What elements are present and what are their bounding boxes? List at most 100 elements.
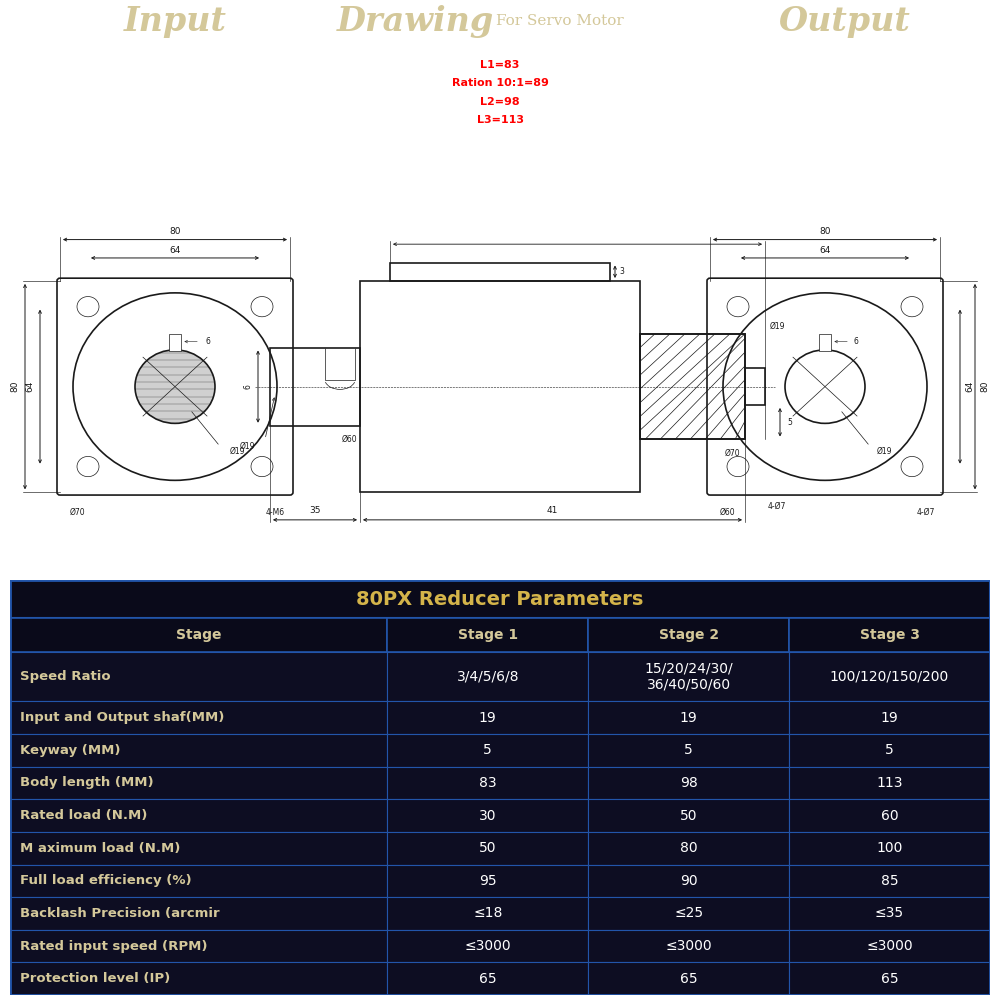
Text: Ø19: Ø19 [877,446,893,455]
Bar [10,701,387,734]
Text: 19: 19 [680,711,698,725]
Text: Protection level (IP): Protection level (IP) [20,972,170,985]
Text: 4-Ø7: 4-Ø7 [917,508,935,517]
Text: ≤3000: ≤3000 [464,939,511,953]
Text: Stage: Stage [176,628,221,642]
Bar [640,334,745,439]
Bar [588,734,789,767]
Bar [819,334,831,351]
Text: 113: 113 [876,776,903,790]
Text: L1=83: L1=83 [480,60,520,70]
Bar [387,897,588,930]
Text: Ø19: Ø19 [770,322,786,331]
Bar [387,767,588,799]
Text: 80: 80 [980,381,990,392]
Text: ≤3000: ≤3000 [665,939,712,953]
Text: Body length (MM): Body length (MM) [20,776,153,789]
Text: Input and Output shaf(MM): Input and Output shaf(MM) [20,711,224,724]
Text: Speed Ratio: Speed Ratio [20,670,110,683]
Bar [10,767,387,799]
Text: 5: 5 [788,418,792,427]
Bar [789,701,990,734]
Bar [789,897,990,930]
Text: 60: 60 [881,809,898,823]
Text: 80: 80 [680,841,697,855]
Text: 64: 64 [26,381,34,392]
Text: ≤35: ≤35 [875,906,904,920]
Bar [387,799,588,832]
Bar [360,281,640,492]
Text: 80: 80 [819,227,831,236]
Text: Backlash Precision (arcmir: Backlash Precision (arcmir [20,907,219,920]
Text: 41: 41 [547,506,558,515]
Text: Ø60: Ø60 [341,435,357,444]
Text: 80PX Reducer Parameters: 80PX Reducer Parameters [356,590,644,609]
Bar [387,995,588,1000]
Text: For Servo Motor: For Servo Motor [496,14,624,28]
Text: Stage 2: Stage 2 [659,628,719,642]
Text: 65: 65 [479,972,497,986]
Text: Rated load (N.M): Rated load (N.M) [20,809,147,822]
Text: 5: 5 [483,743,492,757]
Bar [588,767,789,799]
Bar [588,962,789,995]
Bar [10,962,387,995]
Text: 35: 35 [309,506,321,515]
Text: Drawing: Drawing [336,4,494,37]
Bar [789,865,990,897]
Bar [588,618,789,652]
Bar [789,832,990,865]
Text: 15/20/24/30/
36/40/50/60: 15/20/24/30/ 36/40/50/60 [644,662,733,692]
Bar [588,799,789,832]
Text: 64: 64 [819,246,831,255]
Text: 5: 5 [885,743,894,757]
Circle shape [135,350,215,423]
Text: 5: 5 [684,743,693,757]
Text: 80: 80 [169,227,181,236]
Text: 65: 65 [881,972,898,986]
Bar [10,799,387,832]
Bar [789,734,990,767]
Text: Full load efficiency (%): Full load efficiency (%) [20,874,191,887]
Text: 19: 19 [881,711,898,725]
Bar [10,734,387,767]
Bar [588,652,789,701]
Bar [789,930,990,962]
Text: 95: 95 [479,874,497,888]
Bar [387,930,588,962]
Bar [789,995,990,1000]
Text: 90: 90 [680,874,697,888]
Bar [588,897,789,930]
Bar [387,832,588,865]
Text: Ø70: Ø70 [724,449,740,458]
Bar [10,930,387,962]
Text: ≤25: ≤25 [674,906,703,920]
Text: L2=98: L2=98 [480,97,520,107]
Text: Ø70: Ø70 [70,508,86,517]
Bar [169,334,181,351]
Bar [10,618,387,652]
Text: Output: Output [779,4,911,37]
Bar [10,865,387,897]
Text: 6: 6 [853,337,858,346]
Bar [10,652,387,701]
Bar [10,580,990,618]
Bar [387,962,588,995]
Text: 6: 6 [244,384,252,389]
Text: Ø19: Ø19 [230,446,246,455]
Bar [789,618,990,652]
Text: Stage 3: Stage 3 [860,628,920,642]
Bar [789,652,990,701]
Text: Ø60: Ø60 [720,508,736,517]
Bar [640,334,745,439]
Bar [10,832,387,865]
Text: ≤18: ≤18 [473,906,502,920]
Bar [387,734,588,767]
Bar [588,865,789,897]
Text: 50: 50 [479,841,496,855]
Text: M aximum load (N.M): M aximum load (N.M) [20,842,180,855]
Text: 3: 3 [620,267,624,276]
Text: 98: 98 [680,776,698,790]
Text: 50: 50 [680,809,697,823]
Bar [325,348,355,380]
